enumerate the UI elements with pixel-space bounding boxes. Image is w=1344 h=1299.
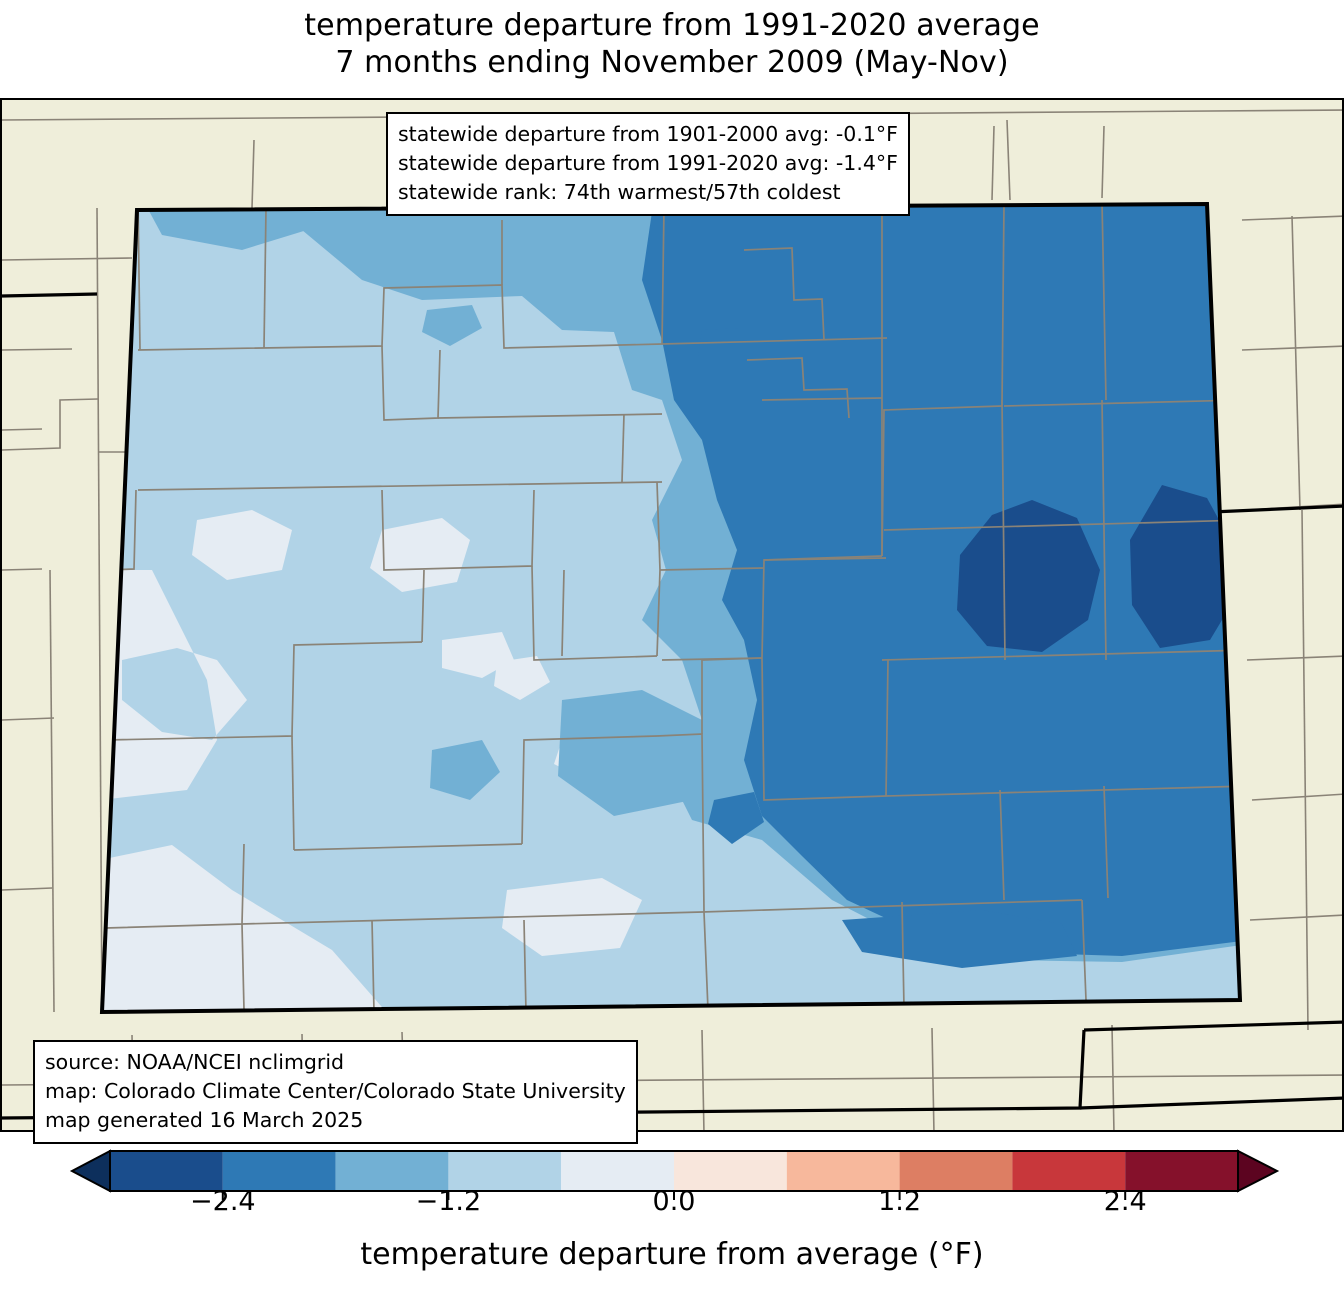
colorbar-band-2 <box>335 1151 449 1191</box>
colorbar-tick-label-4: 2.4 <box>1103 1186 1147 1217</box>
colorbar-band-3 <box>448 1151 562 1191</box>
colorbar: −2.4 −1.2 0.0 1.2 2.4 temperature departure … <box>0 1143 1344 1299</box>
region-medium-light-pocket <box>422 305 482 346</box>
map-generated-line: map generated 16 March 2025 <box>45 1108 364 1133</box>
colorbar-tick-label-2: 0.0 <box>652 1186 696 1217</box>
colorbar-tick-label-0: −2.4 <box>190 1186 256 1217</box>
title-line-1: temperature departure from 1991-2020 ave… <box>304 8 1040 43</box>
title-line-2: 7 months ending November 2009 (May-Nov) <box>335 44 1009 80</box>
region-medium-light-central <box>558 690 702 816</box>
region-medium-light-pocket2 <box>430 740 500 800</box>
colorbar-band-group <box>69 1149 1280 1193</box>
region-pale-pocket-nw2 <box>192 510 292 580</box>
region-pale-pocket-central <box>442 632 514 678</box>
colorbar-axis-label: temperature departure from average (°F) <box>360 1237 984 1272</box>
stats-line-1901-2000: statewide departure from 1901-2000 avg: … <box>398 122 898 146</box>
stats-line-rank: statewide rank: 74th warmest/57th coldes… <box>398 180 841 205</box>
colorbar-extend-low <box>69 1149 111 1193</box>
statewide-stats-box: statewide departure from 1901-2000 avg: … <box>386 112 910 217</box>
colorbar-band-7 <box>899 1151 1013 1191</box>
colorbar-band-6 <box>786 1151 900 1191</box>
region-medium-blue-pocket-n <box>698 328 754 380</box>
colorbar-band-4 <box>561 1151 674 1191</box>
colorbar-extend-high <box>1237 1149 1280 1193</box>
temperature-departure-regions <box>102 204 1240 1012</box>
colorbar-band-5 <box>674 1151 787 1191</box>
colorbar-band-9 <box>1125 1151 1238 1191</box>
stats-line-1991-2020: statewide departure from 1991-2020 avg: … <box>398 151 898 176</box>
region-pale-pocket-nw <box>370 518 470 592</box>
colorado-choropleth-map <box>2 100 1342 1130</box>
source-credits-box: source: NOAA/NCEI nclimgrid map: Colorad… <box>33 1040 638 1145</box>
region-band-medium-blue-east <box>642 204 1240 956</box>
colorbar-band-1 <box>222 1151 336 1191</box>
region-pale-pocket-south <box>502 878 642 956</box>
colorado-county-lines <box>105 204 1240 1012</box>
colorbar-swatches <box>69 1149 1280 1200</box>
colorbar-band-0 <box>110 1151 223 1191</box>
region-band-dark-blue-blob-west <box>957 500 1100 652</box>
colorbar-tick-marks <box>221 1191 1127 1200</box>
region-medium-blue-pocket-c <box>708 792 764 844</box>
colorbar-tick-label-1: −1.2 <box>415 1186 482 1217</box>
map-credit-line: map: Colorado Climate Center/Colorado St… <box>45 1079 626 1104</box>
colorbar-tick-label-3: 1.2 <box>878 1186 922 1217</box>
region-medium-blue-se <box>842 910 1077 968</box>
region-band-pale-blue-sw <box>102 570 402 1012</box>
region-pale-pocket-central2 <box>494 656 550 700</box>
region-band-dark-blue-blob-east <box>1130 485 1234 648</box>
page-title: temperature departure from 1991-2020 ave… <box>0 8 1344 81</box>
source-line: source: NOAA/NCEI nclimgrid <box>45 1050 345 1074</box>
colorbar-band-8 <box>1012 1151 1126 1191</box>
map-panel <box>0 98 1344 1132</box>
